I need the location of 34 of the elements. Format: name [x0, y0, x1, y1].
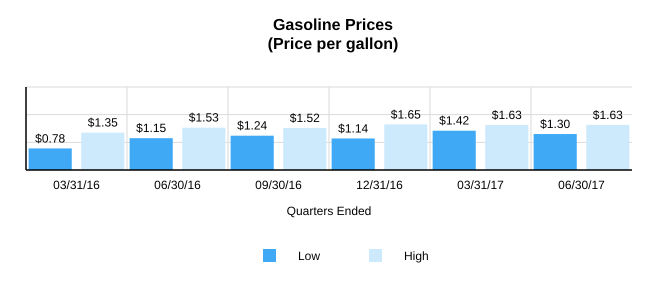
- data-label: $1.65: [390, 107, 422, 122]
- chart-title: Gasoline Prices (Price per gallon): [268, 17, 398, 53]
- x-axis-title: Quarters Ended: [286, 204, 372, 218]
- x-tick-label: 03/31/17: [457, 178, 504, 192]
- data-label: $1.42: [439, 114, 470, 128]
- data-label: $1.53: [188, 110, 220, 125]
- x-tick-label: 03/31/16: [53, 178, 100, 192]
- data-label: $1.30: [540, 117, 571, 132]
- x-tick-label: 09/30/16: [255, 178, 302, 192]
- bar: [432, 130, 476, 170]
- data-label: $1.15: [136, 121, 167, 136]
- bar: [230, 136, 274, 170]
- bar: [81, 132, 124, 170]
- legend-label: High: [404, 249, 429, 263]
- data-label: $1.63: [492, 108, 522, 122]
- bar: [534, 134, 577, 170]
- bar: [283, 128, 326, 170]
- data-label: $1.24: [237, 118, 268, 133]
- data-label: $1.14: [338, 121, 369, 136]
- x-tick-label: 06/30/16: [154, 178, 202, 192]
- bar: [332, 138, 375, 170]
- x-tick-label: 12/31/16: [356, 178, 404, 192]
- x-tick-label: 06/30/17: [558, 178, 606, 192]
- bar: [28, 148, 72, 170]
- bar: [485, 124, 528, 170]
- data-label: $1.63: [592, 108, 624, 122]
- bar: [384, 124, 428, 170]
- data-label: $1.35: [88, 116, 118, 130]
- bar: [586, 124, 630, 170]
- data-label: $1.52: [290, 110, 320, 125]
- bar: [130, 138, 173, 170]
- legend-label: Low: [298, 249, 320, 263]
- data-label: $0.78: [35, 131, 66, 146]
- bar: [182, 128, 226, 170]
